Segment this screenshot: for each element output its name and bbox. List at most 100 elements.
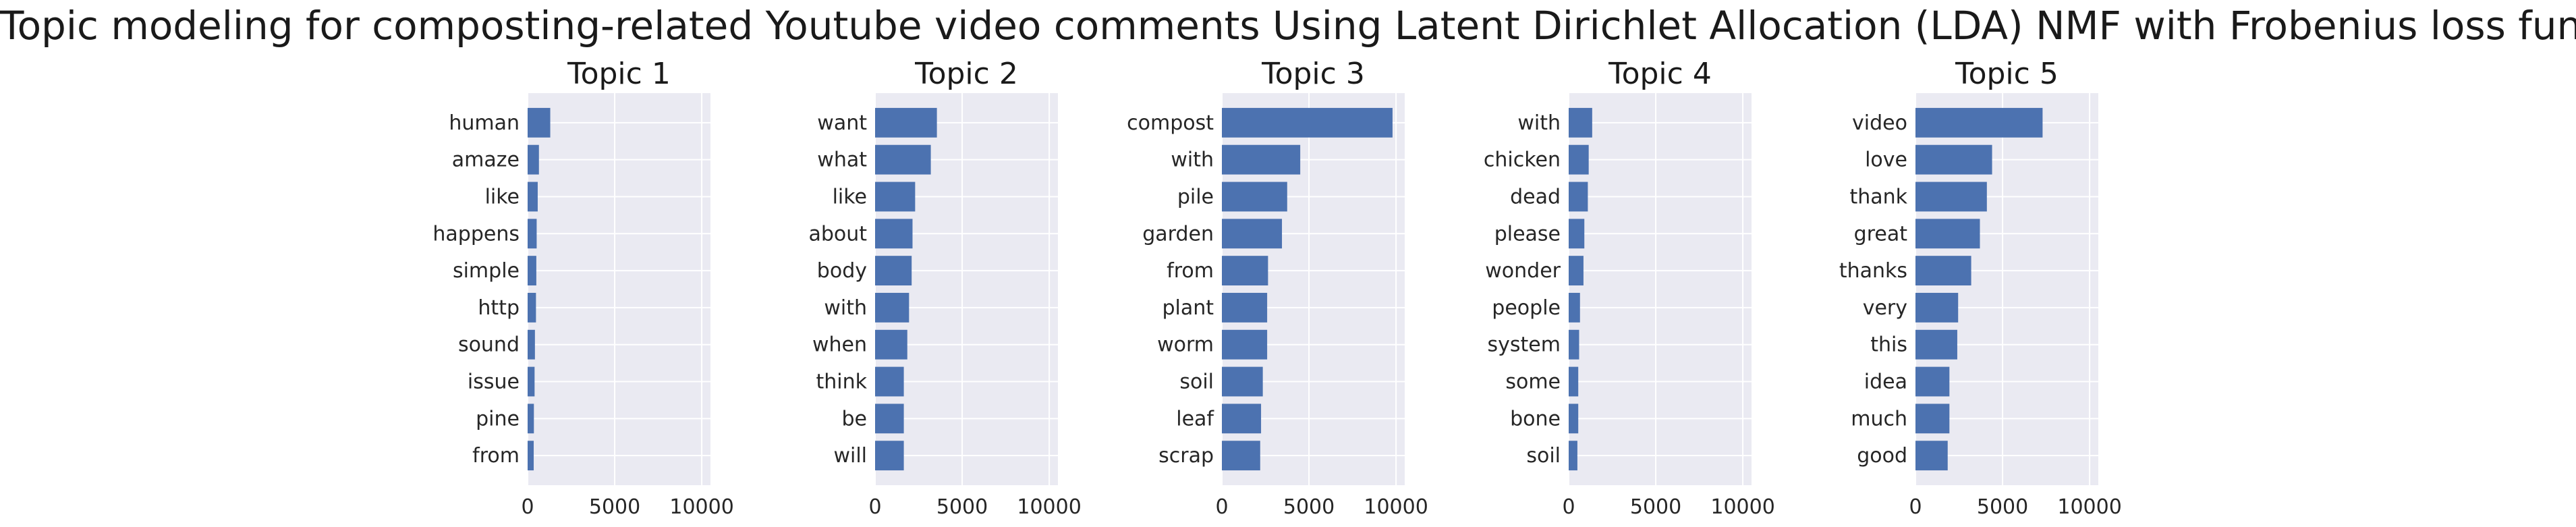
bar-from [1222,256,1268,286]
bar-please [1569,219,1585,249]
bar-idea [1915,366,1950,397]
category-label: from [1167,259,1214,283]
bar-happens [528,219,537,249]
bar-video [1915,107,2043,138]
axes-background [1569,93,1752,485]
category-label: very [1863,296,1907,320]
topic-panel-3: compost with pile garden from plant worm soil le… [1127,57,1428,519]
category-label: some [1505,370,1561,394]
panel-title: Topic 2 [914,57,1018,91]
category-label: plant [1162,296,1214,320]
category-label: thanks [1839,259,1907,283]
category-label: http [478,296,520,320]
bar-chicken [1569,144,1589,175]
category-label: wonder [1485,259,1561,283]
bar-pine [528,404,534,434]
category-label: from [472,444,520,468]
bar-pile [1222,182,1287,212]
category-label: great [1854,222,1908,246]
x-tick-label: 0 [521,495,534,519]
category-label: pine [476,407,520,431]
bar-from [528,441,534,471]
category-label: sound [458,333,520,357]
category-label: thank [1849,185,1907,209]
axes-background [528,93,710,485]
bar-soil [1569,441,1577,471]
category-label: about [808,222,867,246]
x-tick-label: 10000 [1364,495,1428,519]
bar-this [1915,329,1957,360]
bar-like [528,182,538,212]
category-label: like [833,185,867,209]
x-tick-label: 5000 [1283,495,1335,519]
bar-be [875,404,904,434]
bar-thanks [1915,256,1971,286]
bar-what [875,144,931,175]
category-label: with [824,296,867,320]
bar-scrap [1222,441,1260,471]
bar-human [528,107,551,138]
panel-title: Topic 4 [1608,57,1712,91]
category-label: soil [1179,370,1214,394]
category-label: love [1865,148,1907,172]
x-tick-label: 5000 [1630,495,1681,519]
category-label: with [1171,148,1214,172]
topic-panel-2: want what like about body with when think be will… [808,57,1081,519]
category-label: amaze [452,148,520,172]
category-label: video [1852,111,1907,135]
category-label: please [1494,222,1561,246]
category-label: scrap [1158,444,1214,468]
x-tick-label: 5000 [589,495,640,519]
bar-worm [1222,329,1268,360]
category-label: system [1488,333,1561,357]
category-label: human [449,111,520,135]
panel-title: Topic 1 [567,57,671,91]
bar-system [1569,329,1579,360]
category-label: compost [1127,111,1214,135]
bar-great [1915,219,1980,249]
bar-very [1915,292,1959,323]
category-label: much [1851,407,1907,431]
bar-love [1915,144,1992,175]
panel-title: Topic 5 [1955,57,2059,91]
bar-like [875,182,916,212]
bar-good [1915,441,1948,471]
bar-garden [1222,219,1283,249]
category-label: garden [1142,222,1214,246]
category-label: like [485,185,520,209]
bar-thank [1915,182,1987,212]
category-label: issue [468,370,520,394]
category-label: body [817,259,867,283]
bar-with [875,292,909,323]
category-label: with [1517,111,1561,135]
x-tick-label: 0 [868,495,881,519]
bar-sound [528,329,535,360]
category-label: simple [453,259,520,283]
bar-will [875,441,904,471]
category-label: good [1857,444,1907,468]
bar-with [1222,144,1301,175]
category-label: pile [1177,185,1214,209]
bar-bone [1569,404,1579,434]
x-tick-label: 10000 [2057,495,2121,519]
category-label: idea [1864,370,1907,394]
category-label: what [817,148,867,172]
category-label: chicken [1484,148,1561,172]
category-label: bone [1510,407,1561,431]
category-label: will [833,444,867,468]
category-label: people [1492,296,1561,320]
bar-when [875,329,907,360]
category-label: think [816,370,868,394]
bar-amaze [528,144,539,175]
bar-compost [1222,107,1393,138]
topic-panel-1: human amaze like happens simple http sound issu… [432,57,733,519]
x-tick-label: 10000 [1710,495,1774,519]
category-label: leaf [1176,407,1214,431]
topic-panel-4: with chicken dead please wonder people system s… [1484,57,1775,519]
bar-people [1569,292,1580,323]
x-tick-label: 5000 [1977,495,2028,519]
category-label: happens [432,222,520,246]
category-label: worm [1157,333,1214,357]
figure-title: Topic modeling for composting-related Yo… [0,3,2576,49]
